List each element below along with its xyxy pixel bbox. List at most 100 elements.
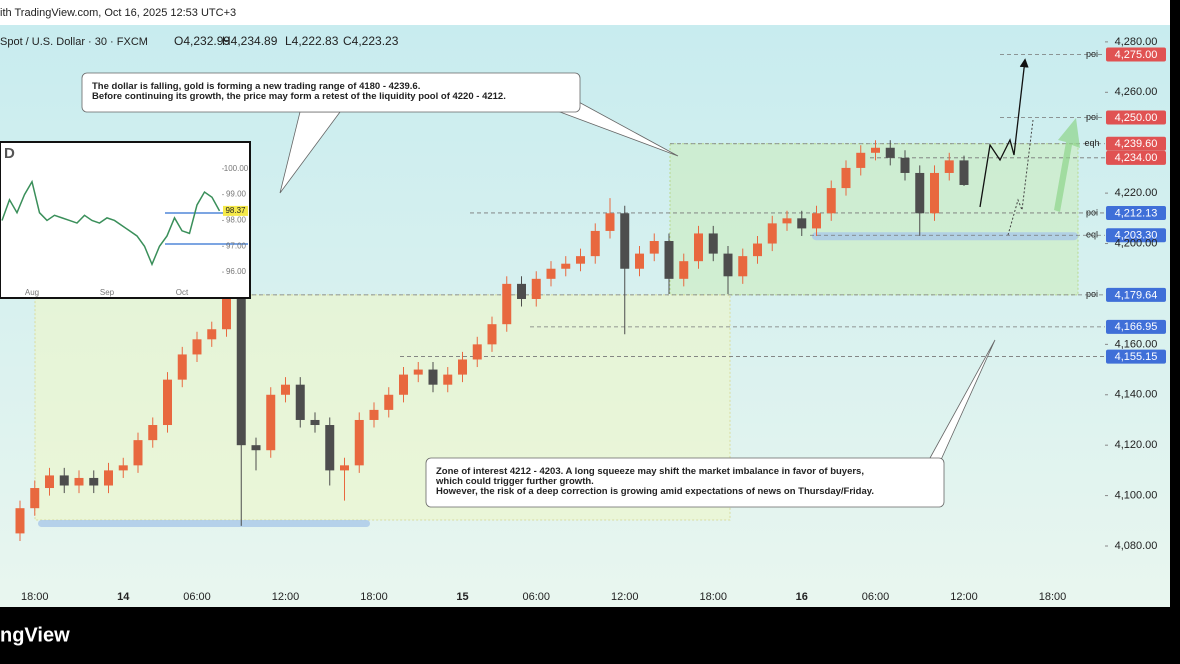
level-label: 4,239.60 [1115, 138, 1158, 150]
candle-body [502, 283, 512, 325]
inset-title: D [4, 145, 15, 162]
candle-body [871, 147, 880, 153]
level-badge [1106, 110, 1166, 125]
y-tick-label: 4,080.00 [1115, 540, 1158, 552]
level-badge [1106, 228, 1166, 243]
level-label: 4,166.95 [1115, 321, 1158, 333]
level-label: 4,234.00 [1115, 152, 1158, 164]
candle-body [694, 233, 703, 262]
candle-body [738, 256, 748, 277]
level-tag: poi [1086, 207, 1098, 217]
callout-text: The dollar is falling, gold is forming a… [92, 81, 420, 92]
candle-body [841, 167, 851, 189]
level-label: 4,155.15 [1115, 351, 1158, 363]
inset-x-tick-label: Aug [25, 288, 39, 297]
level-tag: eql [1086, 230, 1098, 240]
candle-body [900, 157, 910, 173]
inset-y-tick-label: 99.00 [226, 190, 247, 199]
level-badge [1106, 150, 1166, 165]
level-badge [1106, 47, 1166, 62]
candle-body [620, 213, 630, 269]
y-tick-label: 4,120.00 [1115, 439, 1158, 451]
candle-body [207, 329, 217, 340]
right-edge [1170, 0, 1180, 664]
candle-body [708, 233, 718, 254]
callout-text: Zone of interest 4212 - 4203. A long squ… [436, 466, 864, 477]
top-bar [0, 0, 1170, 25]
candle-body [826, 188, 836, 214]
candle-body [605, 213, 615, 231]
candle-body [472, 344, 482, 360]
x-tick-label: 12:00 [950, 591, 978, 603]
ohlc-legend: L4,222.83 [285, 34, 339, 48]
candle-body [89, 477, 99, 486]
inset-line [1, 179, 221, 267]
annotations: The dollar is falling, gold is forming a… [81, 58, 1080, 508]
level-badge [1106, 349, 1166, 364]
candle-body [458, 359, 467, 375]
candle-body [443, 374, 453, 385]
y-tick-label: 4,220.00 [1115, 187, 1158, 199]
inset-y-tick-label: 96.00 [226, 267, 247, 276]
bottom-bar [0, 607, 1180, 664]
x-tick-label: 15 [456, 591, 468, 603]
candle-body [635, 253, 644, 269]
inset-last-badge [223, 205, 248, 216]
candle-body [723, 253, 733, 277]
level-label: 4,212.13 [1115, 207, 1158, 219]
inset-y-tick-label: 100.00 [224, 164, 249, 173]
candle-body [266, 394, 276, 451]
candle-body [163, 379, 172, 426]
callout-text: However, the risk of a deep correction i… [436, 486, 874, 497]
x-tick-label: 06:00 [522, 591, 550, 603]
level-label: 4,275.00 [1115, 49, 1158, 61]
candle-body [295, 384, 305, 420]
candle-body [74, 477, 84, 486]
x-tick-label: 06:00 [183, 591, 211, 603]
candle-body [251, 445, 261, 451]
x-tick-label: 18:00 [1039, 591, 1067, 603]
range-zone [669, 143, 1079, 296]
candle-body [679, 261, 689, 279]
inset-y-tick-label: 98.00 [226, 216, 247, 225]
candle-body [30, 488, 40, 509]
x-tick-label: 12:00 [272, 591, 300, 603]
y-tick-label: 4,100.00 [1115, 489, 1158, 501]
callout-text: Before continuing its growth, the price … [92, 91, 506, 102]
liquidity-bar [812, 232, 1078, 241]
inset-x-tick-label: Oct [176, 288, 189, 297]
y-tick-label: 4,140.00 [1115, 389, 1158, 401]
candle-body [45, 475, 54, 489]
candle-body [369, 409, 379, 420]
candle-body [325, 425, 335, 471]
inset-chart: D 100.00 99.00 98.00 97.00 96.00 Aug Sep Oct 98.3… [0, 141, 251, 299]
candle-body [531, 278, 541, 299]
x-tick-label: 16 [796, 591, 808, 603]
inset-last-label: 98.37 [225, 206, 246, 215]
candle-body [15, 508, 25, 534]
candle-body [281, 384, 290, 395]
liquidity-bar [38, 520, 370, 527]
candle-body [104, 470, 113, 486]
level-label: 4,203.30 [1115, 230, 1158, 242]
candle-body [236, 298, 246, 446]
candle-body [399, 374, 408, 395]
callout-box [425, 457, 945, 508]
ohlc-legend: O4,232.99 [174, 34, 230, 48]
projection [1007, 119, 1034, 236]
level-label: 4,179.64 [1115, 289, 1158, 301]
level-tag: eqh [1084, 138, 1099, 148]
x-tick-label: 06:00 [862, 591, 890, 603]
candle-body [649, 241, 659, 254]
candle-body [664, 241, 674, 279]
candle-body [930, 172, 939, 214]
ohlc-legend: C4,223.23 [343, 34, 399, 48]
candle-body [222, 298, 231, 330]
brand: ngView [0, 624, 70, 646]
x-tick-label: 14 [117, 591, 130, 603]
watermark: ith TradingView.com, Oct 16, 2025 12:53 … [0, 7, 236, 19]
level-tag: poi [1086, 49, 1098, 59]
main-chart: 4,275.00 poi 4,250.00 poi 4,239.60 eqh 4,234.0… [0, 34, 1166, 603]
